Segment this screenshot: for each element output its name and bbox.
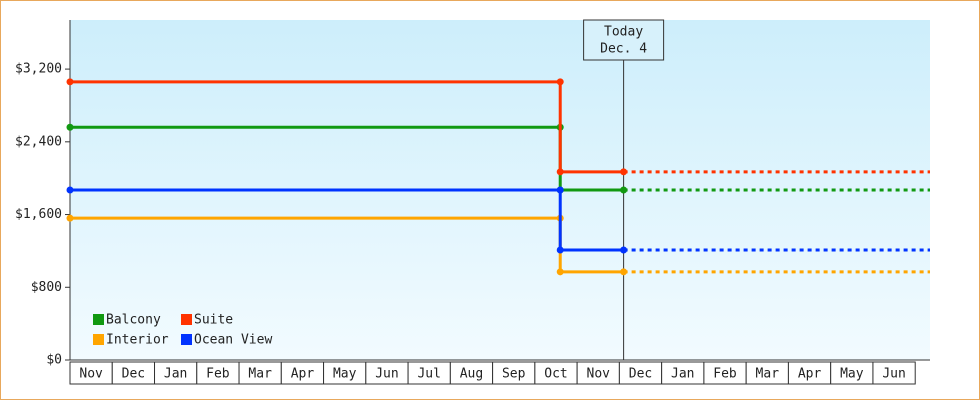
- legend-label: Interior: [106, 333, 169, 348]
- today-label: Dec. 4: [600, 42, 647, 57]
- y-tick-label: $0: [46, 353, 62, 368]
- point: [556, 78, 564, 86]
- x-tick-label: Mar: [756, 367, 780, 382]
- series-line: [70, 80, 624, 174]
- x-tick-label: May: [840, 367, 864, 382]
- x-tick-label: Aug: [460, 367, 483, 382]
- x-tick-label: Feb: [713, 367, 737, 382]
- legend-swatch: [93, 334, 104, 345]
- point: [620, 186, 628, 194]
- x-tick-label: Mar: [248, 367, 272, 382]
- point: [66, 214, 74, 222]
- legend-swatch: [181, 314, 192, 325]
- x-tick-label: Dec: [629, 367, 652, 382]
- x-tick-label: Feb: [206, 367, 230, 382]
- series-line: [70, 188, 624, 252]
- x-tick-label: May: [333, 367, 357, 382]
- y-tick-label: $1,600: [15, 207, 62, 222]
- point: [620, 246, 628, 254]
- point: [556, 246, 564, 254]
- x-tick-label: Nov: [587, 367, 611, 382]
- point: [66, 78, 74, 86]
- legend-label: Balcony: [106, 313, 161, 328]
- x-tick-label: Jan: [164, 367, 187, 382]
- y-tick-label: $2,400: [15, 134, 62, 149]
- x-tick-label: Apr: [291, 367, 315, 382]
- x-tick-label: Jan: [671, 367, 694, 382]
- x-tick-label: Jul: [417, 367, 440, 382]
- x-tick-label: Dec: [122, 367, 145, 382]
- y-tick-label: $3,200: [15, 62, 62, 77]
- point: [620, 168, 628, 176]
- today-label: Today: [604, 25, 643, 40]
- legend-label: Suite: [194, 313, 233, 328]
- today-box: [583, 19, 665, 61]
- legend-swatch: [93, 314, 104, 325]
- point: [620, 268, 628, 276]
- legend-label: Ocean View: [194, 333, 272, 348]
- month-cell: [872, 361, 916, 385]
- legend-swatch: [181, 334, 192, 345]
- point: [66, 123, 74, 131]
- x-tick-label: Oct: [544, 367, 567, 382]
- x-tick-label: Nov: [79, 367, 103, 382]
- x-tick-label: Apr: [798, 367, 822, 382]
- x-tick-label: Jun: [882, 367, 905, 382]
- x-tick-label: Sep: [502, 367, 526, 382]
- y-tick-label: $800: [31, 280, 62, 295]
- point: [556, 186, 564, 194]
- x-tick-label: Jun: [375, 367, 398, 382]
- point: [66, 186, 74, 194]
- point: [556, 168, 564, 176]
- point: [556, 268, 564, 276]
